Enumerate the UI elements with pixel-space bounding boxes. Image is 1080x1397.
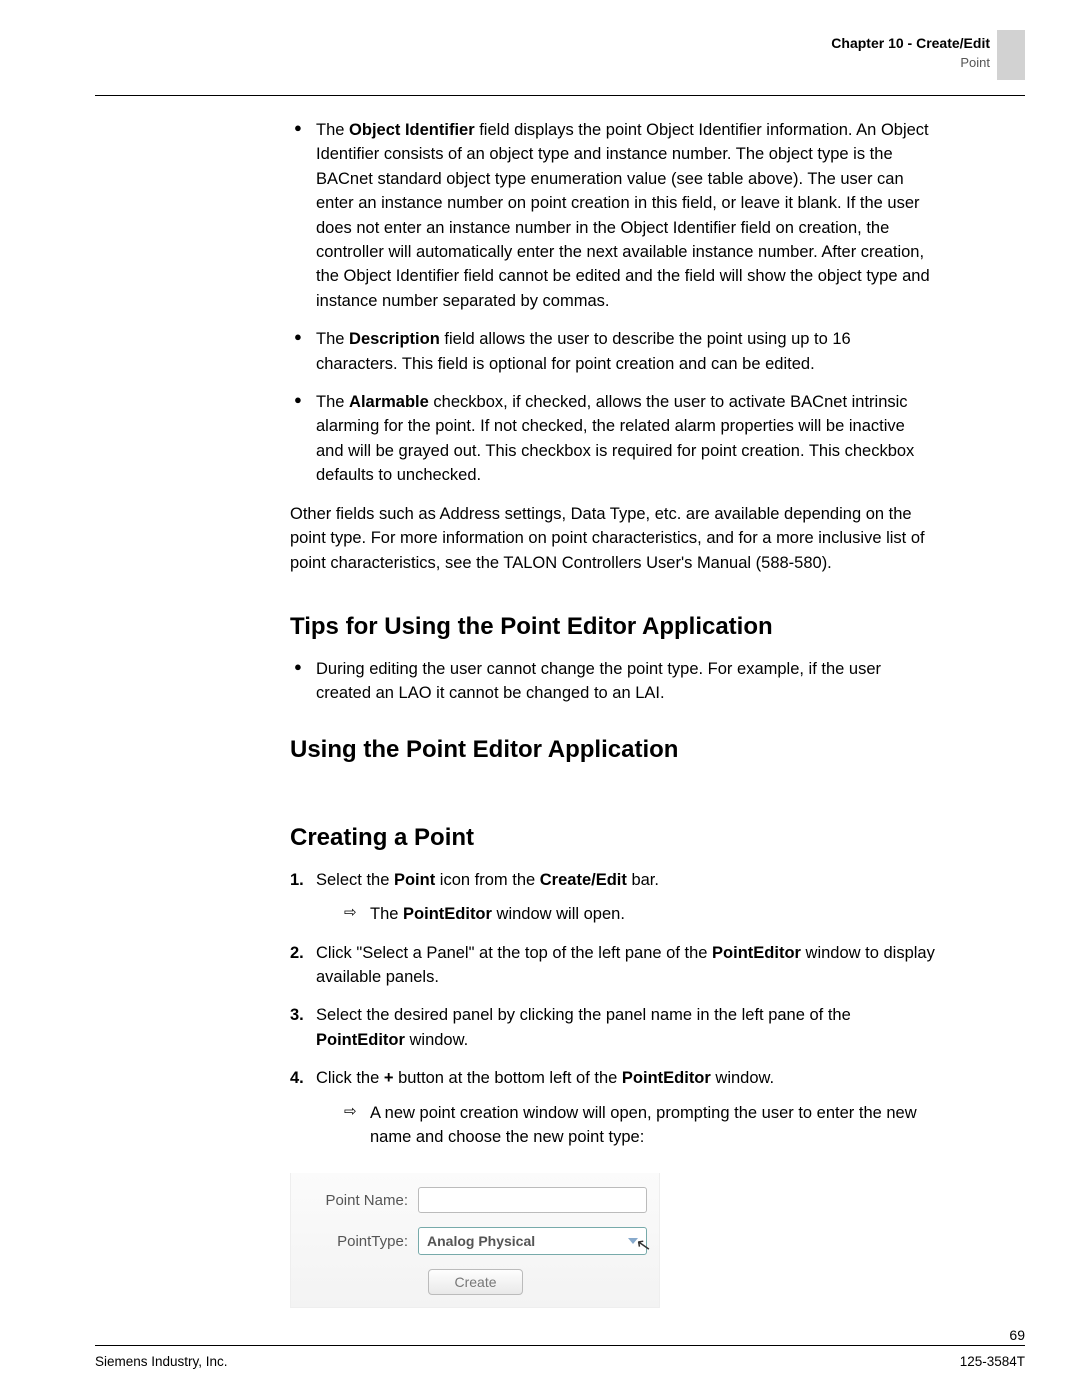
step-result: The PointEditor window will open. [316, 902, 935, 926]
text: The [316, 330, 349, 348]
header-rule [95, 95, 1025, 96]
intro-bullet-list: The Object Identifier field displays the… [290, 118, 935, 488]
label-point-type: PointType: [303, 1233, 418, 1250]
bold-term: Description [349, 330, 440, 348]
step-text: Click "Select a Panel" at the top of the… [316, 944, 935, 986]
step-number: 2. [290, 941, 304, 965]
page-header: Chapter 10 - Create/Edit Point [831, 35, 990, 70]
cursor-icon: ↖ [634, 1234, 653, 1257]
steps-list: 1. Select the Point icon from the Create… [290, 868, 935, 1150]
select-value: Analog Physical [427, 1233, 535, 1249]
step-number: 4. [290, 1066, 304, 1090]
tips-bullet-list: During editing the user cannot change th… [290, 657, 935, 706]
bullet-tip: During editing the user cannot change th… [290, 657, 935, 706]
step-3: 3. Select the desired panel by clicking … [290, 1003, 935, 1052]
bullet-alarmable: The Alarmable checkbox, if checked, allo… [290, 390, 935, 488]
form-row-point-name: Point Name: [303, 1187, 647, 1213]
step-1: 1. Select the Point icon from the Create… [290, 868, 935, 927]
footer-right: 125-3584T [960, 1354, 1025, 1369]
button-label: Create [454, 1274, 496, 1290]
bold-term: Object Identifier [349, 121, 475, 139]
point-type-select[interactable]: Analog Physical [418, 1227, 647, 1255]
page-number: 69 [1009, 1327, 1025, 1343]
heading-creating: Creating a Point [290, 824, 935, 852]
form-row-point-type: PointType: Analog Physical [303, 1227, 647, 1255]
step-text: Click the + button at the bottom left of… [316, 1069, 774, 1087]
bold-term: Alarmable [349, 393, 429, 411]
text: The [316, 121, 349, 139]
footer-left: Siemens Industry, Inc. [95, 1354, 228, 1369]
section-label: Point [831, 55, 990, 70]
create-button[interactable]: Create [428, 1269, 523, 1295]
step-text: Select the desired panel by clicking the… [316, 1006, 851, 1048]
chapter-label: Chapter 10 - Create/Edit [831, 35, 990, 51]
step-4: 4. Click the + button at the bottom left… [290, 1066, 935, 1149]
step-text: Select the Point icon from the Create/Ed… [316, 871, 659, 889]
text: The [316, 393, 349, 411]
point-editor-form-figure: Point Name: PointType: Analog Physical ↖… [290, 1173, 660, 1308]
bullet-description: The Description field allows the user to… [290, 327, 935, 376]
label-point-name: Point Name: [303, 1192, 418, 1209]
step-number: 1. [290, 868, 304, 892]
text: field displays the point Object Identifi… [316, 121, 930, 310]
after-bullets-paragraph: Other fields such as Address settings, D… [290, 502, 935, 575]
step-number: 3. [290, 1003, 304, 1027]
main-content: The Object Identifier field displays the… [290, 118, 935, 1308]
point-name-input[interactable] [418, 1187, 647, 1213]
page-footer: Siemens Industry, Inc. 125-3584T [95, 1345, 1025, 1369]
heading-using: Using the Point Editor Application [290, 736, 935, 764]
header-gray-block [997, 30, 1025, 80]
step-2: 2. Click "Select a Panel" at the top of … [290, 941, 935, 990]
step-result: A new point creation window will open, p… [316, 1101, 935, 1150]
heading-tips: Tips for Using the Point Editor Applicat… [290, 613, 935, 641]
bullet-object-identifier: The Object Identifier field displays the… [290, 118, 935, 313]
